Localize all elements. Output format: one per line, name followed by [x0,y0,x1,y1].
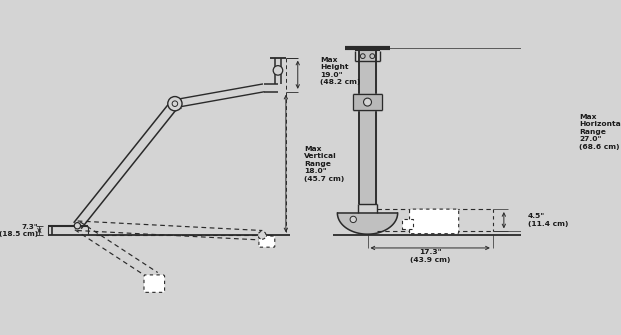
Polygon shape [337,213,397,234]
Text: 17.3"
(43.9 cm): 17.3" (43.9 cm) [410,249,450,263]
Text: Max
Height
19.0"
(48.2 cm): Max Height 19.0" (48.2 cm) [320,57,360,85]
Text: 7.3"
(18.5 cm): 7.3" (18.5 cm) [0,224,39,237]
Circle shape [168,96,182,111]
Bar [359,51,376,204]
Circle shape [360,54,365,59]
Circle shape [75,222,81,229]
FancyBboxPatch shape [144,275,165,292]
Circle shape [363,98,371,106]
Circle shape [172,101,178,107]
Circle shape [370,54,374,59]
Text: 4.5"
(11.4 cm): 4.5" (11.4 cm) [528,213,568,227]
Circle shape [258,231,266,239]
Circle shape [350,216,356,222]
FancyBboxPatch shape [259,236,274,247]
Bar [353,94,382,110]
FancyBboxPatch shape [409,209,459,234]
Text: Max
Vertical
Range
18.0"
(45.7 cm): Max Vertical Range 18.0" (45.7 cm) [304,145,345,182]
Bar [402,219,413,229]
Circle shape [273,66,283,75]
Text: Max
Horizontal
Range
27.0"
(68.6 cm): Max Horizontal Range 27.0" (68.6 cm) [579,114,621,150]
